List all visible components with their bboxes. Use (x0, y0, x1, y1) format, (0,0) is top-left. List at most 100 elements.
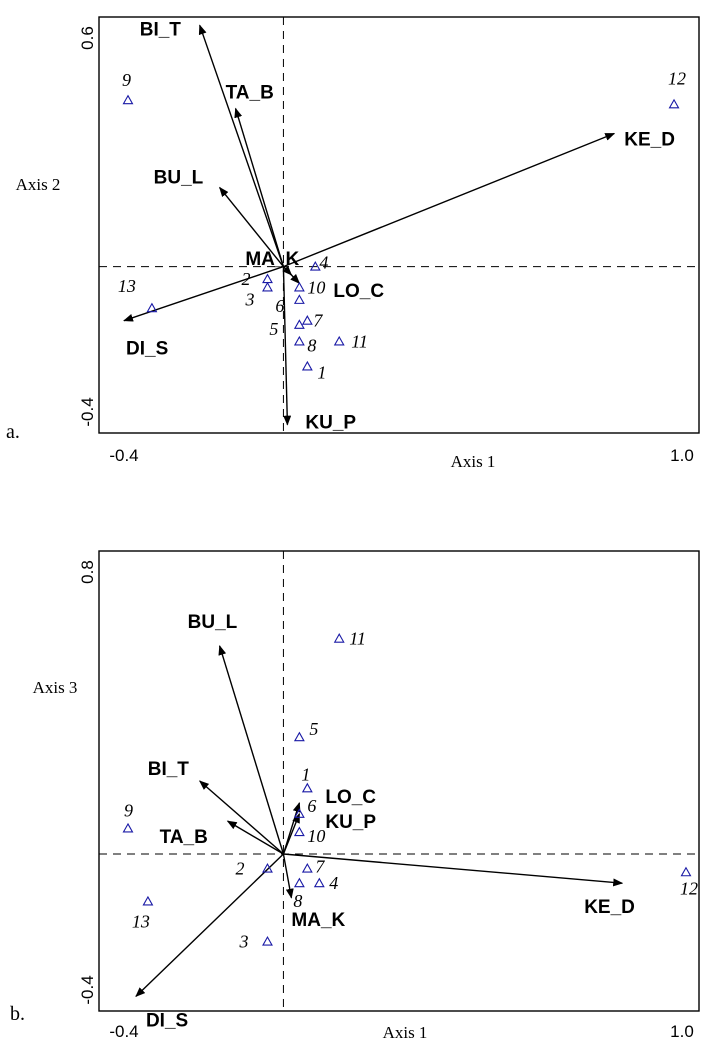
vector-ku-p (282, 266, 292, 426)
site-marker-11 (333, 335, 345, 346)
site-label-9: 9 (124, 800, 133, 820)
site-label-3: 3 (238, 932, 248, 952)
site-label-3: 3 (244, 289, 254, 309)
panel-a-label: a. (6, 421, 20, 443)
vector-label-ke-d: KE_D (584, 897, 635, 918)
site-marker-6 (293, 808, 305, 818)
vector-label-bi-t: BI_T (148, 759, 190, 780)
vector-label-bu-l: BU_L (188, 612, 238, 633)
site-label-4: 4 (329, 873, 338, 893)
site-label-1: 1 (317, 362, 326, 382)
site-marker-11 (333, 633, 345, 643)
site-marker-5 (293, 319, 305, 329)
panel-b-marks: BU_L BI_T TA_B LO_C KU_P KE_D MA_K DI_S 11 5 1 6 10 9… (99, 551, 699, 1031)
vector-label-ke-d: KE_D (624, 129, 675, 150)
site-marker-7 (301, 315, 313, 325)
site-marker-10 (293, 826, 305, 837)
panel-a-frame (98, 16, 700, 434)
vector-ta-b (234, 107, 285, 267)
vector-label-lo-c: LO_C (325, 787, 376, 808)
site-label-8: 8 (293, 891, 302, 911)
panel-a-ytick-bottom: -0.4 (78, 397, 97, 426)
site-marker-1 (301, 782, 313, 793)
vector-ma-k (282, 853, 294, 899)
site-label-12: 12 (680, 878, 698, 898)
vector-lo-c (282, 265, 293, 276)
site-marker-12 (668, 98, 680, 109)
site-label-2: 2 (235, 859, 244, 879)
site-marker-4 (313, 877, 325, 888)
vector-label-bu-l: BU_L (154, 168, 204, 189)
site-label-2: 2 (241, 269, 250, 289)
panel-b-xtick-left: -0.4 (109, 1022, 138, 1041)
site-marker-9 (122, 822, 134, 833)
panel-b-ylabel: Axis 3 (33, 678, 78, 697)
panel-a-xtick-right: 1.0 (670, 446, 694, 465)
vector-ta-b (226, 820, 284, 855)
site-label-5: 5 (309, 719, 318, 739)
vector-bu-l (219, 186, 284, 268)
site-marker-9 (122, 94, 134, 105)
site-marker-2 (262, 273, 273, 284)
panel-a-xtick-left: -0.4 (109, 446, 138, 465)
site-label-8: 8 (307, 335, 316, 355)
site-label-13: 13 (132, 911, 150, 931)
panel-b-label: b. (10, 1003, 25, 1025)
panel-b-ytick-bottom: -0.4 (78, 975, 97, 1004)
vector-bi-t (198, 780, 284, 855)
vector-label-ma-k: MA_K (245, 249, 299, 270)
panel-a-ytick-top: 0.6 (78, 26, 97, 50)
vector-label-bi-t: BI_T (140, 19, 182, 40)
vector-label-ku-p: KU_P (325, 812, 376, 833)
vector-label-di-s: DI_S (146, 1010, 188, 1031)
site-label-10: 10 (307, 277, 325, 297)
site-marker-12 (680, 866, 692, 877)
vector-bi-t (198, 24, 285, 267)
panel-b-ytick-top: 0.8 (78, 560, 97, 584)
vector-label-ma-k: MA_K (291, 910, 345, 931)
site-marker-2 (262, 862, 273, 873)
site-label-7: 7 (313, 311, 323, 331)
panel-b-frame (98, 550, 700, 1012)
panel-b-xtick-right: 1.0 (670, 1022, 694, 1041)
panel-b-xlabel: Axis 1 (383, 1023, 428, 1041)
site-marker-8 (293, 335, 305, 346)
site-label-11: 11 (349, 629, 366, 649)
site-marker-1 (301, 360, 313, 371)
panel-a-marks: BI_T TA_B KE_D BU_L MA_K LO_C DI_S KU_P 9 12 4 23 13… (99, 17, 699, 434)
vector-bu-l (218, 644, 285, 855)
site-marker-13 (146, 302, 158, 313)
panel-a: BI_T TA_B KE_D BU_L MA_K LO_C DI_S KU_P 9 12 4 23 13… (6, 16, 700, 471)
site-marker-6 (293, 294, 305, 304)
site-marker-3 (262, 935, 273, 946)
vector-label-di-s: DI_S (126, 339, 168, 360)
vector-label-lo-c: LO_C (333, 281, 384, 302)
site-label-9: 9 (122, 70, 131, 90)
vector-label-ta-b: TA_B (226, 83, 274, 104)
site-label-6: 6 (307, 796, 316, 816)
vector-di-s (135, 853, 284, 998)
vector-label-ta-b: TA_B (160, 827, 208, 848)
vector-di-s (123, 265, 284, 322)
site-label-1: 1 (301, 764, 310, 784)
panel-b: BU_L BI_T TA_B LO_C KU_P KE_D MA_K DI_S 11 5 1 6 10 9… (10, 550, 700, 1041)
site-marker-4 (309, 260, 321, 271)
site-label-10: 10 (307, 826, 325, 846)
site-marker-3 (262, 281, 273, 292)
site-label-6: 6 (275, 296, 284, 316)
site-label-12: 12 (668, 68, 686, 88)
site-label-4: 4 (319, 253, 328, 273)
site-marker-7 (301, 862, 313, 873)
site-label-5: 5 (269, 319, 278, 339)
vector-ke-d (283, 853, 624, 887)
vector-ku-p (282, 812, 301, 855)
site-label-13: 13 (118, 276, 136, 296)
panel-a-ylabel: Axis 2 (16, 175, 61, 194)
vector-ke-d (283, 132, 616, 268)
site-marker-8 (293, 877, 305, 888)
site-marker-5 (293, 731, 305, 742)
vector-label-ku-p: KU_P (305, 413, 356, 434)
site-label-7: 7 (315, 857, 325, 877)
panel-a-xlabel: Axis 1 (451, 452, 496, 471)
